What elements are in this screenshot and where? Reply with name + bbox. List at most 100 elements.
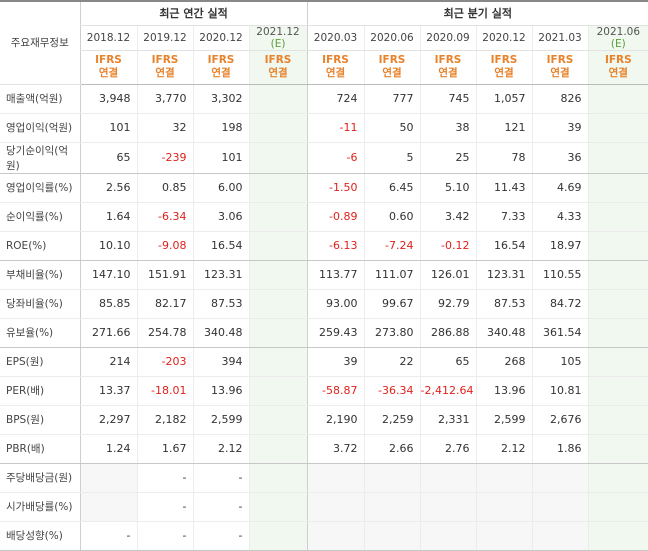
value-cell: 2,599	[475, 405, 533, 435]
value-cell: 22	[363, 347, 421, 377]
value-cell	[587, 289, 648, 319]
value-cell: 2,297	[79, 405, 137, 435]
value-cell: 10.10	[79, 231, 137, 261]
consolidated-text: 연결	[494, 67, 514, 79]
ifrs-text: IFRS	[322, 54, 349, 66]
period-header: 2020.03	[306, 25, 365, 51]
table-row: 매출액(억원) 3,948 3,770 3,302 724 777 745 1,057 826	[0, 84, 648, 114]
ifrs-text: IFRS	[378, 54, 406, 66]
value-cell	[248, 202, 308, 232]
period-header: 2021.03	[531, 25, 589, 51]
value-cell	[248, 434, 308, 464]
value-cell: 123.31	[192, 260, 249, 290]
value-cell	[248, 405, 308, 435]
value-cell: 0.85	[136, 173, 193, 203]
value-cell: -203	[136, 347, 193, 377]
value-cell: 2.76	[419, 434, 477, 464]
period-date: 2021.06	[596, 25, 641, 38]
ifrs-consolidated-label: IFRS 연결	[248, 50, 308, 85]
value-cell: 113.77	[306, 260, 365, 290]
value-cell	[248, 376, 308, 406]
value-cell	[587, 202, 648, 232]
value-cell: 13.96	[192, 376, 249, 406]
value-cell: 2.56	[79, 173, 137, 203]
value-cell	[587, 492, 648, 522]
value-cell	[248, 113, 308, 143]
ifrs-consolidated-label: IFRS 연결	[587, 50, 648, 85]
value-cell	[306, 521, 365, 551]
ifrs-consolidated-label: IFRS 연결	[306, 50, 365, 85]
row-label: EPS(원)	[0, 347, 80, 377]
value-cell: 4.69	[531, 173, 589, 203]
period-header: 2020.09	[419, 25, 477, 51]
ifrs-text: IFRS	[151, 54, 179, 66]
annual-group-header: 최근 연간 실적	[79, 0, 308, 26]
value-cell	[475, 463, 533, 493]
value-cell	[587, 376, 648, 406]
consolidated-text: 연결	[98, 67, 119, 79]
value-cell: -18.01	[136, 376, 193, 406]
value-cell	[531, 492, 589, 522]
value-cell: 84.72	[531, 289, 589, 319]
value-cell: -	[79, 521, 137, 551]
value-cell: 5	[363, 142, 421, 174]
value-cell: 25	[419, 142, 477, 174]
value-cell: 111.07	[363, 260, 421, 290]
row-label: 영업이익률(%)	[0, 173, 80, 203]
value-cell: 3,302	[192, 84, 249, 114]
value-cell: -	[136, 492, 193, 522]
consolidated-text: 연결	[382, 67, 402, 79]
value-cell	[248, 289, 308, 319]
row-label: PBR(배)	[0, 434, 80, 464]
value-cell: 2,599	[192, 405, 249, 435]
period-header-estimate: 2021.12 (E)	[248, 25, 308, 51]
consolidated-text: 연결	[268, 67, 288, 79]
table-row: BPS(원) 2,297 2,182 2,599 2,190 2,259 2,331 2,59…	[0, 405, 648, 435]
consolidated-text: 연결	[608, 67, 628, 79]
table-row: ROE(%) 10.10 -9.08 16.54 -6.13 -7.24 -0.12 16.5…	[0, 231, 648, 261]
value-cell: -	[192, 521, 249, 551]
value-cell: 10.81	[531, 376, 589, 406]
ifrs-consolidated-label: IFRS 연결	[136, 50, 193, 85]
value-cell: 85.85	[79, 289, 137, 319]
period-header: 2019.12	[136, 25, 193, 51]
value-cell	[587, 521, 648, 551]
value-cell: -2,412.64	[419, 376, 477, 406]
table-row: 영업이익률(%) 2.56 0.85 6.00 -1.50 6.45 5.10 11.43 4.…	[0, 173, 648, 203]
value-cell: -	[192, 463, 249, 493]
consolidated-text: 연결	[155, 67, 175, 79]
table-row: 배당성향(%) - - -	[0, 521, 648, 551]
ifrs-text: IFRS	[546, 54, 574, 66]
value-cell	[363, 521, 421, 551]
value-cell: 361.54	[531, 318, 589, 348]
value-cell: 1.24	[79, 434, 137, 464]
value-cell: -	[136, 521, 193, 551]
ifrs-text: IFRS	[434, 54, 462, 66]
row-label: BPS(원)	[0, 405, 80, 435]
row-label: 순이익률(%)	[0, 202, 80, 232]
ifrs-text: IFRS	[604, 54, 632, 66]
value-cell	[587, 405, 648, 435]
value-cell	[363, 463, 421, 493]
value-cell: 3,948	[79, 84, 137, 114]
value-cell: 745	[419, 84, 477, 114]
value-cell: 36	[531, 142, 589, 174]
value-cell: -0.89	[306, 202, 365, 232]
value-cell	[587, 434, 648, 464]
value-cell: 65	[79, 142, 137, 174]
ifrs-consolidated-label: IFRS 연결	[363, 50, 421, 85]
value-cell: 259.43	[306, 318, 365, 348]
value-cell: 2,190	[306, 405, 365, 435]
value-cell: 65	[419, 347, 477, 377]
table-row: 당기순이익(억원) 65 -239 101 -6 5 25 78 36	[0, 142, 648, 174]
value-cell: 214	[79, 347, 137, 377]
value-cell	[248, 492, 308, 522]
value-cell	[531, 521, 589, 551]
row-label: ROE(%)	[0, 231, 80, 261]
value-cell: 273.80	[363, 318, 421, 348]
value-cell: 394	[192, 347, 249, 377]
value-cell: 78	[475, 142, 533, 174]
value-cell	[248, 142, 308, 174]
value-cell	[248, 260, 308, 290]
value-cell: 13.96	[475, 376, 533, 406]
